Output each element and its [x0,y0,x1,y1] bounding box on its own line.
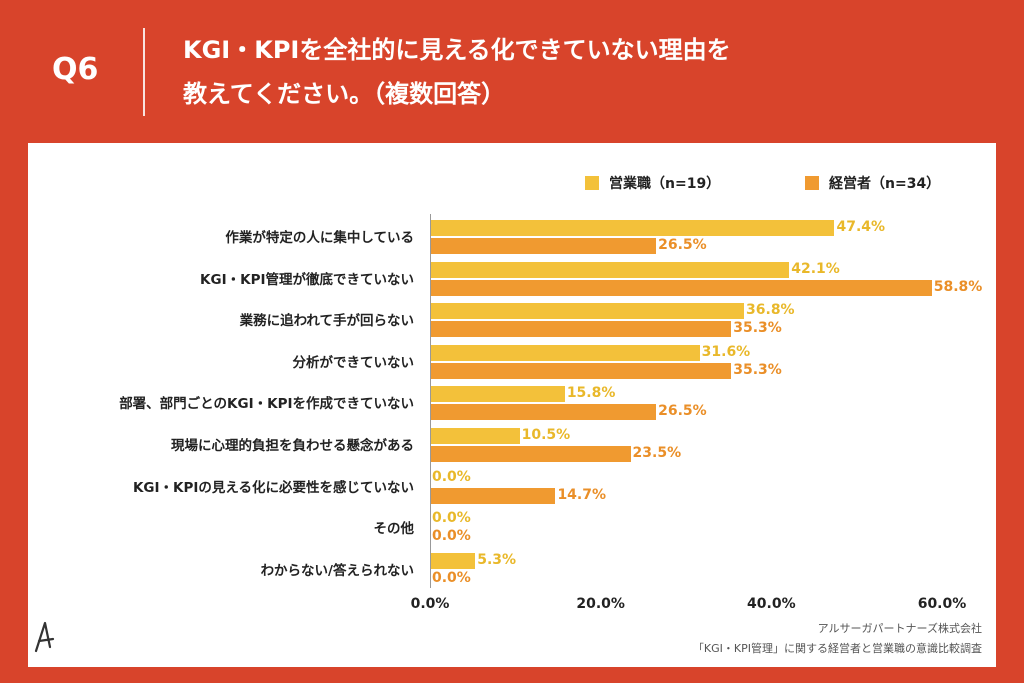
data-label-managers: 0.0% [432,569,471,586]
bar-sales [430,552,476,569]
footer-survey: 「KGI・KPI管理」に関する経営者と営業職の意識比較調査 [692,642,982,655]
x-tick-label: 0.0% [410,596,450,612]
company-logo-icon [34,621,55,653]
title-line-1: KGI・KPIを全社的に見える化できていない理由を [183,36,731,64]
category-label: 業務に追われて手が回らない [239,313,414,330]
bar-sales [430,344,700,361]
bar-managers [430,321,732,338]
category-label: KGI・KPIの見える化に必要性を感じていない [132,479,414,496]
data-label-managers: 35.3% [733,320,782,337]
data-label-sales: 15.8% [566,385,616,402]
bar-sales [430,386,565,403]
x-tick-label: 20.0% [576,596,625,612]
data-label-managers: 58.8% [933,278,983,295]
data-label-managers: 26.5% [658,403,707,420]
bar-managers [430,362,732,379]
bar-sales [430,303,745,320]
y-axis-line [430,214,431,588]
category-label: 現場に心理的負担を負わせる懸念がある [171,438,414,454]
bar-managers [430,404,657,421]
data-label-sales: 5.3% [477,551,517,568]
bar-sales [430,220,835,236]
legend-label-sales: 営業職（n=19） [609,176,721,192]
page-title: KGI・KPIを全社的に見える化できていない理由を 教えてください。（複数回答） [183,28,983,116]
data-label-sales: 47.4% [836,219,886,235]
bar-sales [430,261,790,278]
legend-swatch-managers [805,176,819,190]
bar-managers [430,446,631,462]
bar-managers [430,238,657,254]
header-divider [143,28,145,116]
data-label-managers: 14.7% [557,486,607,503]
data-label-sales: 0.0% [432,468,471,485]
data-label-sales: 36.8% [746,302,795,319]
bar-managers [430,279,932,296]
legend-swatch-sales [585,176,599,190]
category-label: 作業が特定の人に集中している [225,230,414,246]
bar-managers [430,487,556,504]
data-label-managers: 0.0% [432,528,471,545]
x-tick-label: 40.0% [747,596,796,612]
category-label: わからない/答えられない [260,562,414,579]
data-label-sales: 0.0% [432,510,471,527]
x-tick-label: 60.0% [917,596,967,612]
data-label-managers: 35.3% [733,361,782,378]
category-label: 部署、部門ごとのKGI・KPIを作成できていない [119,396,414,413]
data-label-managers: 23.5% [632,445,682,461]
data-label-sales: 42.1% [791,260,840,277]
title-line-2: 教えてください。（複数回答） [183,80,506,108]
question-number: Q6 [52,52,99,87]
bar-sales [430,428,520,444]
data-label-managers: 26.5% [658,237,707,253]
header: Q6 KGI・KPIを全社的に見える化できていない理由を 教えてください。（複数… [0,0,1024,140]
data-label-sales: 31.6% [701,343,751,360]
category-label: その他 [373,521,415,538]
category-label: 分析ができていない [292,354,415,371]
footer-company: アルサーガパートナーズ株式会社 [817,622,982,635]
data-label-sales: 10.5% [521,427,571,443]
legend-label-managers: 経営者（n=34） [829,176,941,192]
category-label: KGI・KPI管理が徹底できていない [200,271,414,288]
